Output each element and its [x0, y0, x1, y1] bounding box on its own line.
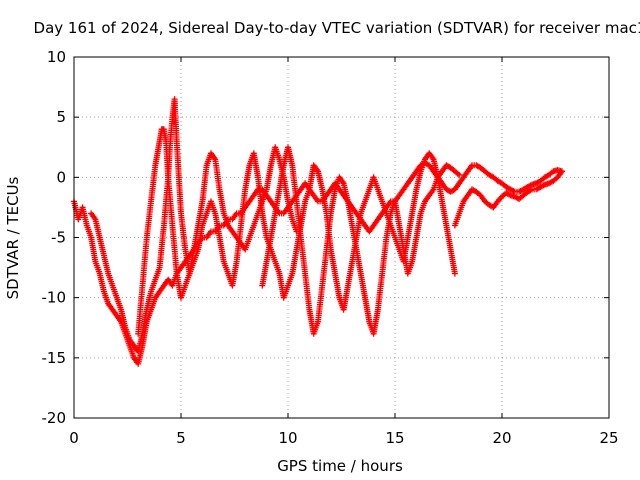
x-tick-label: 0: [69, 429, 79, 447]
y-tick-label: 0: [56, 168, 66, 186]
y-tick-label: -10: [42, 289, 67, 307]
y-axis-ticks: -20 -15 -10 -5 0 5 10: [42, 48, 609, 427]
chart-title: Day 161 of 2024, Sidereal Day-to-day VTE…: [34, 19, 640, 37]
x-tick-label: 20: [492, 429, 511, 447]
x-axis-label: GPS time / hours: [277, 457, 403, 475]
data-point: [456, 171, 463, 178]
data-point: [451, 270, 458, 277]
data-point: [558, 168, 565, 175]
series-track-e: [451, 168, 565, 229]
series-track-d: [259, 144, 463, 337]
y-tick-label: 5: [56, 108, 66, 126]
x-tick-label: 5: [176, 429, 186, 447]
data-points: [71, 96, 565, 367]
y-tick-label: -20: [42, 409, 67, 427]
x-tick-label: 10: [278, 429, 297, 447]
y-tick-label: -5: [51, 229, 66, 247]
x-tick-label: 25: [599, 429, 618, 447]
x-tick-label: 15: [385, 429, 404, 447]
x-axis-ticks: 0 5 10 15 20 25: [69, 57, 619, 447]
y-axis-label: SDTVAR / TECUs: [4, 176, 22, 299]
y-tick-label: -15: [42, 349, 67, 367]
y-tick-label: 10: [47, 48, 66, 66]
